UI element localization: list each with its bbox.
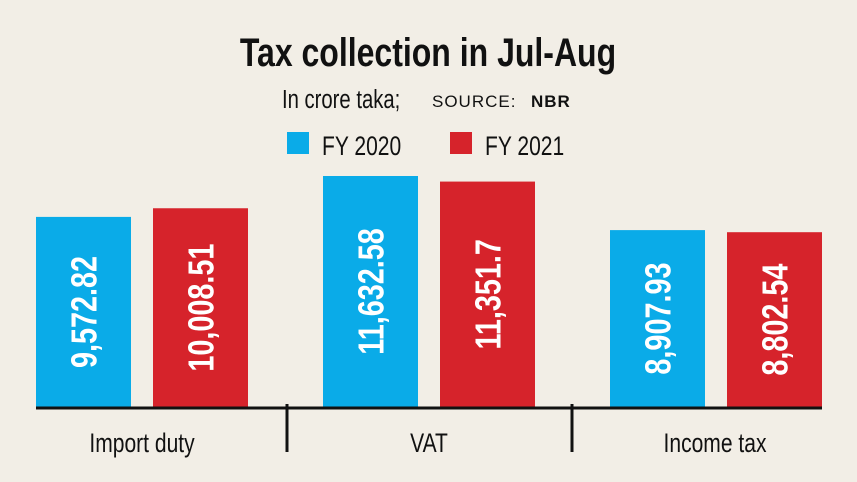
legend-swatch-fy2020 (287, 132, 309, 154)
bar (36, 216, 131, 407)
legend-label-fy2021: FY 2021 (485, 132, 564, 162)
bar (727, 232, 822, 407)
bar-value-label: 8,907.93 (637, 263, 678, 375)
category-label-vat: VAT (410, 429, 448, 459)
bar (153, 208, 248, 407)
bar (610, 230, 705, 407)
bar (440, 181, 535, 407)
bar-value-label: 11,351.7 (467, 239, 508, 349)
bar-value-label: 11,632.58 (350, 228, 391, 354)
source-label: SOURCE: (432, 92, 516, 111)
bar (323, 176, 418, 407)
chart-title: Tax collection in Jul-Aug (240, 30, 616, 75)
legend-label-fy2020: FY 2020 (322, 132, 401, 162)
bar-value-label: 9,572.82 (63, 256, 104, 368)
bar-value-label: 10,008.51 (180, 244, 221, 372)
bar-value-label: 8,802.54 (754, 264, 795, 376)
category-label-income-tax: Income tax (664, 429, 767, 459)
source-name: NBR (531, 92, 571, 111)
category-label-import-duty: Import duty (89, 429, 195, 459)
legend-swatch-fy2021 (450, 132, 472, 154)
chart-subtitle: In crore taka; (282, 85, 400, 114)
